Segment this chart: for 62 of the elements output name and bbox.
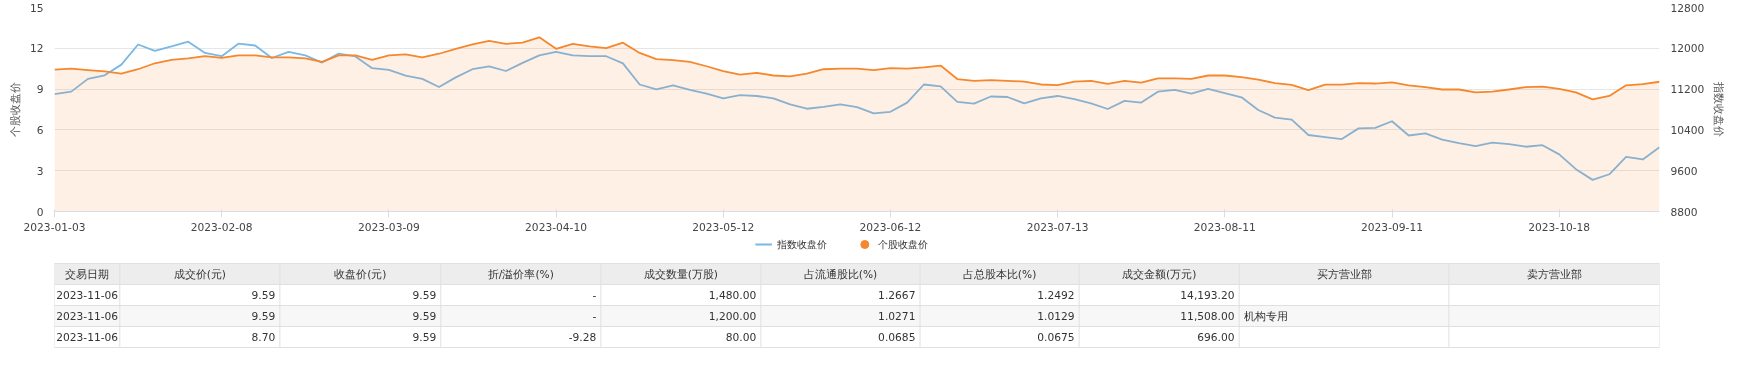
text: 折/溢价率(%) xyxy=(487,267,554,281)
x-tick-label: 2023-10-18 xyxy=(1528,220,1591,234)
x-tick-label: 2023-08-11 xyxy=(1193,220,1256,234)
text: 696.00 xyxy=(1197,331,1235,344)
y2-tick-label: 12800 xyxy=(1670,1,1705,15)
x-tick-label: 2023-06-12 xyxy=(859,220,922,234)
text: 1.2492 xyxy=(1037,289,1075,302)
text: - xyxy=(592,289,597,302)
x-tick-label: 2023-05-12 xyxy=(692,220,755,234)
text: 2023-11-06 xyxy=(56,331,119,344)
y-tick-label: 9 xyxy=(36,83,44,97)
text: 成交金额(万元) xyxy=(1121,267,1197,281)
y2-tick-label: 10400 xyxy=(1670,123,1705,137)
x-tick-label: 2023-03-09 xyxy=(357,220,421,234)
text: 2023-11-06 xyxy=(56,310,119,323)
text: 交易日期 xyxy=(65,267,110,281)
text: 1.2667 xyxy=(878,289,916,302)
x-tick-label: 2023-01-03 xyxy=(23,220,86,234)
x-tick-label: 2023-02-08 xyxy=(190,220,253,234)
x-tick-label: 2023-09-11 xyxy=(1361,220,1423,234)
text: 11,508.00 xyxy=(1180,310,1235,323)
text: 1.0129 xyxy=(1037,310,1075,323)
text: 9.59 xyxy=(412,331,437,344)
text: 8.70 xyxy=(251,331,276,344)
text: 收盘价(元) xyxy=(334,267,387,281)
y-tick-label: 0 xyxy=(36,205,44,219)
legend-label: 指数收盘价 xyxy=(775,239,827,250)
y2-tick-label: 9600 xyxy=(1670,164,1698,178)
text: 0.0685 xyxy=(878,331,916,344)
text: 占总股本比(%) xyxy=(962,267,1037,281)
text: 占流通股比(%) xyxy=(803,267,878,281)
text: 9.59 xyxy=(412,289,437,302)
text: 1,200.00 xyxy=(708,310,757,323)
line-series xyxy=(54,40,1660,181)
text: 成交数量(万股) xyxy=(643,267,719,281)
text: 80.00 xyxy=(725,331,757,344)
y-tick-label: 12 xyxy=(29,42,44,56)
text: 9.59 xyxy=(251,289,276,302)
text: - xyxy=(592,310,597,323)
legend-label: 个股收盘价 xyxy=(877,239,928,250)
text: 机构专用 xyxy=(1243,309,1288,323)
y2-tick-label: 12000 xyxy=(1670,42,1705,56)
y-tick-label: 3 xyxy=(36,164,44,178)
y2-tick-label: 8800 xyxy=(1670,205,1698,219)
y-axis-title: 个股收盘价 xyxy=(8,82,22,137)
text: 1,480.00 xyxy=(708,289,757,302)
text: 9.59 xyxy=(412,310,437,323)
text: 14,193.20 xyxy=(1180,289,1235,302)
text: 买方营业部 xyxy=(1316,267,1372,281)
text: 卖方营业部 xyxy=(1526,267,1582,281)
y2-tick-label: 11200 xyxy=(1670,83,1705,97)
text: 成交价(元) xyxy=(173,267,226,281)
y2-axis-title: 指数收盘价 xyxy=(1712,81,1726,137)
text: 0.0675 xyxy=(1037,331,1075,344)
y-tick-label: 15 xyxy=(29,1,44,15)
text: 2023-11-06 xyxy=(56,289,119,302)
x-tick-label: 2023-07-13 xyxy=(1026,220,1089,234)
text: 1.0271 xyxy=(878,310,916,323)
y-tick-label: 6 xyxy=(36,123,44,137)
text: 9.59 xyxy=(251,310,276,323)
text: -9.28 xyxy=(568,331,597,344)
x-tick-label: 2023-04-10 xyxy=(525,220,588,234)
